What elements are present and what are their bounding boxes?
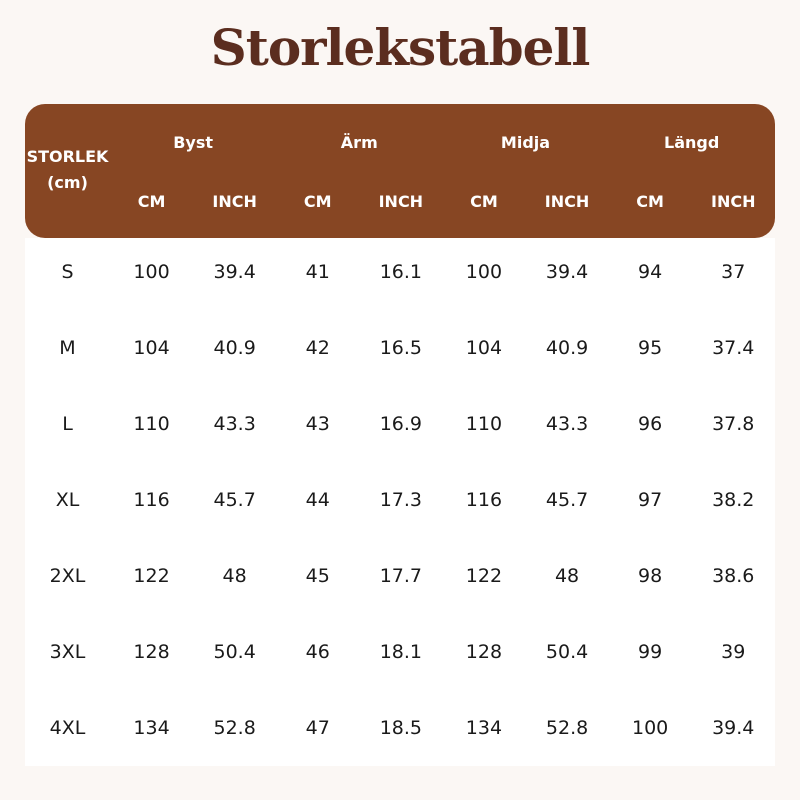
table-cell: 37 [721,261,746,283]
table-cell: 37.4 [712,337,755,359]
table-cell: 16.9 [379,413,422,435]
table-cell: 41 [305,261,330,283]
table-cell: 38.6 [712,565,755,587]
table-cell: 98 [638,565,663,587]
table-cell: 18.1 [379,641,422,663]
table-cell: 48 [222,565,247,587]
table-cell: 39.4 [545,261,589,283]
table-cell: 45 [305,565,330,587]
corner-header: STORLEK (cm) [26,147,109,192]
table-cell: 96 [638,413,663,435]
table-cell: 110 [133,413,170,435]
table-cell: 43.3 [545,413,589,435]
table-cell: 122 [133,565,170,587]
table-cell: 94 [638,261,663,283]
table-cell: 116 [133,489,170,511]
table-cell: 100 [465,261,503,283]
table-cell: 100 [133,261,170,283]
sub-header: INCH [544,191,590,211]
table-cell: 40.9 [213,337,256,359]
group-header: Midja [500,132,551,152]
sub-header: INCH [710,191,756,211]
table-cell: 99 [638,641,663,663]
table-cell: 43 [305,413,330,435]
sub-header: CM [137,191,166,211]
table-cell: 128 [465,641,503,663]
size-label: S [61,261,74,283]
size-label: M [59,337,76,359]
table-cell: 43.3 [213,413,256,435]
table-cell: 104 [133,337,170,359]
table-cell: 50.4 [545,641,589,663]
size-label: 3XL [49,641,86,663]
table-cell: 46 [305,641,330,663]
table-cell: 48 [554,565,580,587]
sub-header: CM [636,191,664,211]
table-cell: 40.9 [545,337,589,359]
sub-header: CM [470,191,498,211]
sub-header: CM [303,191,332,211]
group-header: Längd [664,132,720,152]
table-cell: 37.8 [712,413,755,435]
table-cell: 39 [721,641,746,663]
table-cell: 52.8 [213,717,256,739]
sub-header: INCH [378,191,424,211]
table-cell: 134 [465,717,503,739]
table-cell: 38.2 [712,489,755,511]
table-cell: 39.4 [712,717,755,739]
table-cell: 45.7 [213,489,256,511]
size-label: 2XL [49,565,86,587]
table-cell: 16.5 [379,337,422,359]
table-cell: 50.4 [213,641,256,663]
table-cell: 97 [638,489,663,511]
table-cell: 110 [465,413,503,435]
table-cell: 17.3 [379,489,422,511]
table-cell: 122 [465,565,503,587]
table-cell: 134 [133,717,170,739]
table-cell: 128 [133,641,170,663]
sub-header: INCH [212,191,257,211]
table-cell: 17.7 [379,565,422,587]
table-body [25,238,775,766]
table-cell: 100 [632,717,669,739]
group-header: Byst [173,132,213,152]
table-cell: 16.1 [379,261,422,283]
table-cell: 42 [305,337,330,359]
table-cell: 95 [638,337,663,359]
table-cell: 44 [305,489,330,511]
size-label: XL [55,489,80,511]
table-cell: 116 [465,489,503,511]
table-cell: 104 [465,337,503,359]
table-cell: 39.4 [213,261,256,283]
size-label: 4XL [49,717,86,739]
table-cell: 18.5 [379,717,422,739]
title: Storlekstabell [210,18,591,77]
table-header [25,104,775,238]
table-cell: 47 [305,717,330,739]
table-cell: 45.7 [545,489,589,511]
size-label: L [62,413,73,435]
group-header: Ärm [340,132,378,152]
table-cell: 52.8 [545,717,589,739]
